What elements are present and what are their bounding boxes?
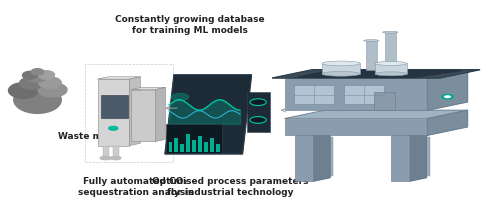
Bar [392,135,410,181]
Ellipse shape [364,40,379,41]
Bar [180,144,184,152]
Ellipse shape [382,31,398,33]
Ellipse shape [38,71,54,79]
Circle shape [250,99,266,105]
Polygon shape [165,75,252,154]
Ellipse shape [31,69,44,75]
Ellipse shape [375,72,407,76]
Bar [112,146,118,158]
Polygon shape [272,70,480,78]
Bar [168,142,172,152]
Polygon shape [410,132,426,181]
Polygon shape [314,132,330,181]
Ellipse shape [322,72,360,76]
Bar [216,144,220,152]
FancyBboxPatch shape [166,124,222,153]
Bar [375,63,407,74]
Ellipse shape [28,72,47,82]
Bar [295,135,314,181]
Ellipse shape [39,77,61,89]
Bar [210,138,214,152]
Bar [414,137,430,176]
Bar [102,146,108,158]
FancyBboxPatch shape [246,92,270,132]
Polygon shape [285,78,428,110]
Bar [385,32,396,70]
Ellipse shape [38,83,67,97]
Text: Optimised process parameters
for industrial technology: Optimised process parameters for industr… [152,177,308,197]
Bar [186,134,190,152]
Polygon shape [130,77,140,146]
Ellipse shape [110,156,121,160]
Bar [322,63,360,74]
Bar [344,85,384,104]
Polygon shape [285,119,428,135]
Text: Waste material: Waste material [58,132,135,141]
Circle shape [444,95,451,98]
Polygon shape [98,77,140,79]
Bar [366,41,377,70]
Bar [317,137,333,176]
Polygon shape [156,87,166,141]
Polygon shape [285,110,468,119]
Polygon shape [298,71,461,77]
Polygon shape [428,110,468,135]
Polygon shape [131,87,166,89]
Text: Constantly growing database
for training ML models: Constantly growing database for training… [115,15,265,35]
Polygon shape [428,70,468,110]
Circle shape [109,126,118,130]
Ellipse shape [14,86,61,113]
Polygon shape [98,79,130,146]
Ellipse shape [375,61,407,66]
Ellipse shape [100,156,111,160]
Ellipse shape [22,71,38,79]
Circle shape [171,93,189,101]
Bar [204,142,208,152]
Bar [192,140,196,152]
Circle shape [442,94,454,99]
Ellipse shape [8,83,38,98]
Bar [374,92,396,110]
Bar [174,138,178,152]
Ellipse shape [322,61,360,66]
FancyBboxPatch shape [100,95,128,118]
Text: Fully automated CO₂
sequestration analysis: Fully automated CO₂ sequestration analys… [78,177,193,197]
Bar [198,136,202,152]
Ellipse shape [20,77,44,89]
Circle shape [250,116,266,123]
Bar [294,85,334,104]
Polygon shape [131,89,156,141]
